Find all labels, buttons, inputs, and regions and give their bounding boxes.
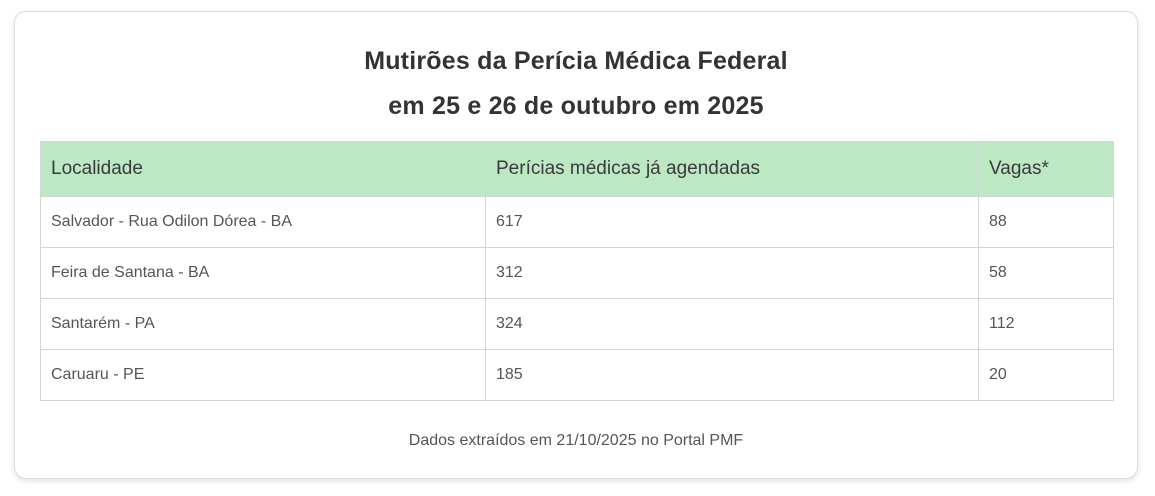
column-header-vagas: Vagas*: [978, 141, 1114, 197]
cell-vagas: 20: [978, 349, 1114, 401]
column-header-pericias: Perícias médicas já agendadas: [485, 141, 979, 197]
data-table: Localidade Perícias médicas já agendadas…: [40, 141, 1114, 401]
cell-localidade: Salvador - Rua Odilon Dórea - BA: [40, 196, 486, 248]
table-header-row: Localidade Perícias médicas já agendadas…: [40, 141, 1114, 197]
cell-localidade: Caruaru - PE: [40, 349, 486, 401]
table-row: Santarém - PA 324 112: [40, 298, 1114, 350]
page-title: Mutirões da Perícia Médica Federal: [364, 47, 788, 75]
table-row: Caruaru - PE 185 20: [40, 349, 1114, 401]
cell-localidade: Santarém - PA: [40, 298, 486, 350]
info-card: Mutirões da Perícia Médica Federal em 25…: [14, 11, 1138, 479]
cell-vagas: 112: [978, 298, 1114, 350]
column-header-localidade: Localidade: [40, 141, 486, 197]
page-subtitle: em 25 e 26 de outubro em 2025: [388, 92, 764, 120]
cell-pericias: 185: [485, 349, 979, 401]
table-row: Salvador - Rua Odilon Dórea - BA 617 88: [40, 196, 1114, 248]
cell-vagas: 58: [978, 247, 1114, 299]
cell-localidade: Feira de Santana - BA: [40, 247, 486, 299]
source-footnote: Dados extraídos em 21/10/2025 no Portal …: [408, 432, 744, 449]
table-row: Feira de Santana - BA 312 58: [40, 247, 1114, 299]
cell-pericias: 312: [485, 247, 979, 299]
cell-vagas: 88: [978, 196, 1114, 248]
cell-pericias: 324: [485, 298, 979, 350]
cell-pericias: 617: [485, 196, 979, 248]
